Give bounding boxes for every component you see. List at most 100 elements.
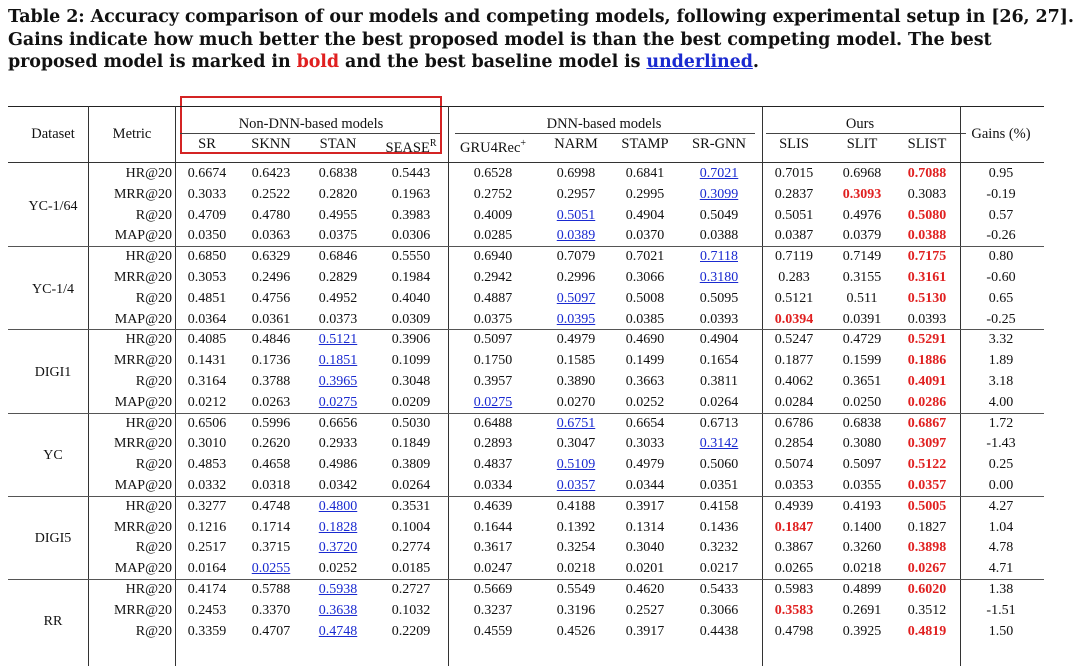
table-cell: 0.0217 <box>699 561 739 577</box>
group-rule-ours <box>766 133 966 134</box>
table-cell: 0.3617 <box>473 540 513 556</box>
header-dataset: Dataset <box>31 126 75 142</box>
metric-label: MRR@20 <box>113 602 172 618</box>
table-cell: 0.6656 <box>318 415 358 431</box>
gain-value: -0.19 <box>986 186 1016 202</box>
table-cell: 0.4091 <box>907 374 947 389</box>
gain-value: 0.25 <box>988 457 1014 473</box>
table-cell: 0.5080 <box>907 207 947 223</box>
table-cell: 0.5030 <box>391 415 431 431</box>
metric-label: MAP@20 <box>114 561 172 577</box>
table-cell: 0.3033 <box>625 436 665 452</box>
table-cell: 0.0361 <box>251 311 291 327</box>
top-rule <box>8 106 1044 107</box>
group-separator <box>8 246 1044 248</box>
table-cell: 0.1654 <box>699 353 739 369</box>
header-model-label: STAN <box>319 136 357 152</box>
table-cell: 0.0218 <box>556 561 596 577</box>
table-cell: 0.4837 <box>473 457 513 473</box>
group-separator <box>8 329 1044 331</box>
table-cell: 0.0342 <box>318 478 358 493</box>
table-cell: 0.0370 <box>625 228 665 244</box>
table-cell: 0.3811 <box>700 374 738 389</box>
table-cell: 0.2933 <box>318 436 358 452</box>
gain-value: 3.32 <box>988 332 1014 348</box>
gain-value: -1.51 <box>986 602 1016 618</box>
table-cell: 0.5549 <box>556 582 596 597</box>
table-cell: 0.0357 <box>556 478 596 493</box>
table-cell: 0.4085 <box>187 332 227 348</box>
table-cell: 0.6329 <box>251 249 291 265</box>
table-cell: 0.0373 <box>318 311 358 327</box>
header-model-sr-gnn: SR-GNN <box>692 135 746 153</box>
table-cell: 0.1851 <box>318 353 358 369</box>
table-cell: 0.3047 <box>556 436 596 452</box>
table-cell: 0.3097 <box>907 436 947 452</box>
table-cell: 0.5097 <box>842 457 882 473</box>
table-cell: 0.3651 <box>842 374 882 389</box>
table-cell: 0.1849 <box>391 436 431 452</box>
table-cell: 0.2995 <box>625 186 665 202</box>
gain-value: 4.78 <box>988 540 1014 556</box>
table-cell: 0.0270 <box>556 394 596 410</box>
metric-label: MAP@20 <box>114 394 172 410</box>
table-cell: 0.6838 <box>842 415 882 431</box>
table-cell: 0.3066 <box>699 602 739 618</box>
dataset-label: DIGI5 <box>34 531 72 547</box>
table-cell: 0.4709 <box>187 207 227 223</box>
header-model-label: SEASE <box>385 139 430 156</box>
table-cell: 0.4188 <box>556 498 596 514</box>
table-cell: 0.2209 <box>391 623 431 639</box>
table-cell: 0.2620 <box>251 436 291 452</box>
table-cell: 0.4798 <box>774 623 814 639</box>
header-model-slit: SLIT <box>847 135 878 153</box>
table-cell: 0.5291 <box>907 332 947 348</box>
table-cell: 0.6528 <box>473 166 513 181</box>
table-cell: 0.3232 <box>699 540 739 556</box>
group-separator <box>8 579 1044 580</box>
header-model-stan: STAN <box>320 135 357 153</box>
table-cell: 0.3906 <box>391 332 431 348</box>
table-cell: 0.2727 <box>391 582 431 597</box>
table-cell: 0.3925 <box>842 623 882 639</box>
table-cell: 0.1644 <box>473 519 513 535</box>
table-cell: 0.3917 <box>625 623 665 639</box>
table-cell: 0.3965 <box>318 374 358 389</box>
table-cell: 0.5122 <box>907 457 947 473</box>
table-cell: 0.3917 <box>625 498 665 514</box>
metric-label: HR@20 <box>125 498 172 514</box>
table-cell: 0.3142 <box>699 436 739 452</box>
metric-label: HR@20 <box>125 415 172 431</box>
table-cell: 0.2522 <box>251 186 291 202</box>
table-cell: 0.3898 <box>907 540 947 556</box>
header-model-slis: SLIS <box>779 135 809 153</box>
gain-value: 1.50 <box>988 623 1014 639</box>
header-model-label: SLIS <box>779 136 809 152</box>
table-cell: 0.511 <box>846 290 878 306</box>
table-cell: 0.2774 <box>391 540 431 556</box>
table-cell: 0.0247 <box>473 561 513 577</box>
table-cell: 0.5008 <box>625 290 665 306</box>
table-cell: 0.3890 <box>556 374 596 389</box>
table-cell: 0.4193 <box>842 498 882 514</box>
table-cell: 0.4040 <box>391 290 431 306</box>
table-cell: 0.0375 <box>473 311 513 327</box>
header-model-superscript: + <box>520 138 527 149</box>
table-cell: 0.0285 <box>473 228 513 244</box>
table-cell: 0.6850 <box>187 249 227 265</box>
table-cell: 0.1714 <box>251 519 291 535</box>
table-cell: 0.0306 <box>391 228 431 244</box>
table-cell: 0.0353 <box>774 478 814 493</box>
table-cell: 0.0284 <box>774 394 814 410</box>
table-cell: 0.0164 <box>187 561 227 577</box>
table-cell: 0.4955 <box>318 207 358 223</box>
table-cell: 0.1400 <box>842 519 882 535</box>
table-cell: 0.0201 <box>625 561 665 577</box>
table-cell: 0.6846 <box>318 249 358 265</box>
table-cell: 0.4904 <box>625 207 665 223</box>
dataset-label: YC <box>43 448 63 464</box>
table-cell: 0.2854 <box>774 436 814 452</box>
header-model-sr: SR <box>198 135 216 153</box>
table-cell: 0.4939 <box>774 498 814 514</box>
table-cell: 0.0264 <box>391 478 431 493</box>
